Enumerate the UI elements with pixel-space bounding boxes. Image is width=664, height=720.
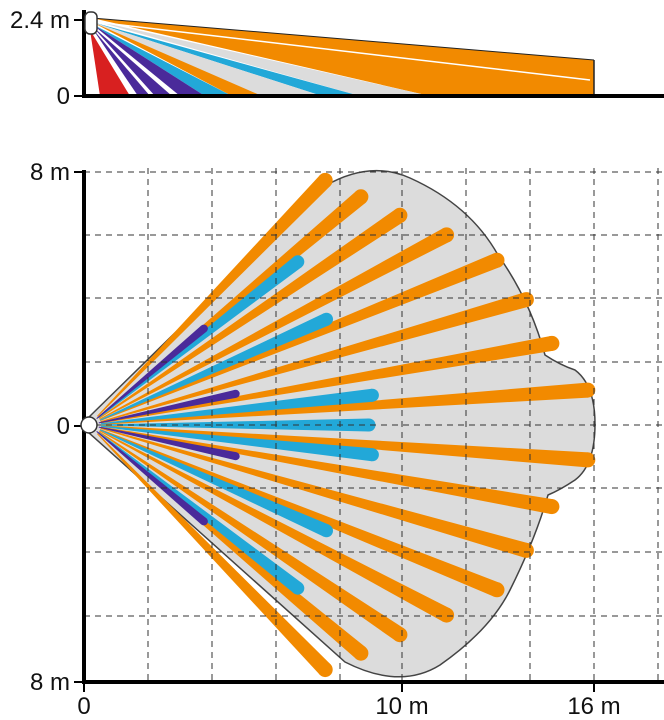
mid-zone-beam-cap — [320, 524, 333, 538]
side-purple-beam-2 — [92, 26, 172, 96]
far-zone-beam-cap — [317, 172, 333, 188]
mid-zone-beam — [99, 429, 330, 537]
mid-zone-beam-cap — [320, 312, 333, 326]
far-zone-beam — [99, 430, 451, 622]
x-label-zero: 0 — [77, 693, 90, 720]
side-gray-band-2 — [92, 22, 322, 96]
side-purple-beam-3 — [92, 28, 150, 96]
side-view: 2.4 m 0 — [10, 7, 664, 110]
far-zone-beam — [98, 209, 405, 419]
mid-zone-beam — [99, 313, 330, 421]
top-y-label-top: 8 m — [30, 159, 70, 186]
far-zone-beam-cap — [317, 662, 333, 678]
far-zone-beam-cap — [518, 542, 534, 558]
far-zone-beam-cap — [353, 189, 369, 205]
mid-zone-beam-cap — [362, 418, 376, 432]
side-orange-beam-2 — [92, 22, 262, 96]
far-zone-beam-cap — [580, 452, 596, 468]
side-sensor-icon — [84, 11, 98, 35]
far-zone-beam — [100, 427, 529, 558]
mid-zone-beam — [98, 256, 302, 418]
side-y-label-top: 2.4 m — [10, 7, 70, 34]
mid-zone-beam — [98, 432, 302, 594]
side-beam-top-edge — [91, 17, 595, 61]
far-zone-beam-cap — [489, 582, 505, 598]
near-zone-beam-cap — [199, 517, 208, 526]
top-sensor-icon — [80, 416, 98, 434]
far-zone-beam-cap — [439, 607, 455, 623]
top-view: 8 m 0 8 m 0 10 m 16 m — [30, 159, 664, 720]
near-zone-beam — [98, 426, 237, 461]
mid-zone-beam-cap — [365, 388, 379, 402]
x-label-16m: 16 m — [567, 693, 620, 720]
side-y-label-zero: 0 — [57, 83, 70, 110]
top-y-label-zero: 0 — [57, 413, 70, 440]
near-zone-beam — [96, 325, 207, 419]
side-orange-far-beam — [92, 18, 594, 96]
far-zone-beam — [97, 433, 331, 675]
near-zone-beam-cap — [231, 389, 240, 398]
side-red-creep-zone — [90, 30, 130, 96]
far-zone-beam — [97, 175, 331, 417]
side-blue-beam-2 — [92, 22, 360, 96]
side-blue-beam-1 — [92, 24, 232, 96]
far-zone-beam-cap — [580, 382, 596, 398]
far-zone-beam — [100, 292, 529, 423]
far-zone-beam-cap — [392, 207, 408, 223]
far-zone-beam-cap — [544, 335, 560, 351]
grid-lines — [84, 168, 664, 682]
near-zone-beam — [98, 389, 237, 424]
far-zone-beam-cap — [544, 499, 560, 515]
mid-zone-beam — [101, 418, 369, 432]
far-zone-beam-cap — [392, 627, 408, 643]
side-purple-beam-1 — [92, 24, 205, 96]
far-zone-beam-cap — [439, 227, 455, 243]
far-zone-beam — [98, 431, 405, 641]
beam-fan — [96, 172, 596, 678]
mid-zone-beam-cap — [365, 448, 379, 462]
side-gray-band — [92, 20, 430, 96]
mid-zone-beam — [100, 425, 374, 462]
mid-zone-beam-cap — [291, 255, 305, 269]
side-beam-centerline — [95, 21, 591, 81]
far-zone-beam-cap — [518, 292, 534, 308]
x-label-10m: 10 m — [375, 693, 428, 720]
top-y-label-bottom: 8 m — [30, 669, 70, 696]
mid-zone-beam — [100, 388, 374, 425]
mid-zone-beam-cap — [291, 581, 305, 595]
near-zone-beam-cap — [231, 452, 240, 461]
near-zone-beam-cap — [199, 324, 208, 333]
far-zone-beam-cap — [353, 645, 369, 661]
far-zone-beam-cap — [489, 252, 505, 268]
far-zone-beam — [99, 228, 451, 420]
near-zone-beam — [96, 431, 207, 525]
